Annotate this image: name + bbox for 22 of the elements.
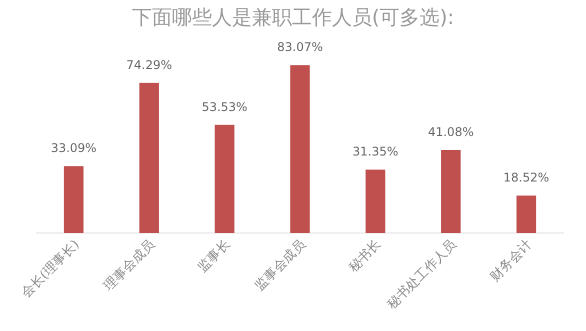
x-tick-label: 会长(理事长) [18,237,83,301]
chart-title: 下面哪些人是兼职工作人员(可多选): [132,5,454,29]
bar [366,170,386,233]
x-tick-label: 秘书长 [346,237,384,276]
bar [516,196,536,233]
x-tick-label: 理事会成员 [101,237,158,294]
data-label: 83.07% [277,40,323,54]
x-tick-label: 监事会成员 [252,237,309,294]
bar [290,65,310,233]
x-tick-label: 秘书处工作人员 [384,237,460,312]
x-tick-label: 监事长 [195,237,234,276]
data-label: 33.09% [50,141,97,156]
bar [64,166,84,233]
x-tick-label: 财务会计 [488,237,536,285]
bar [139,82,159,233]
data-label: 53.53% [202,100,248,114]
data-label: 18.52% [503,170,550,185]
bar [214,124,234,233]
data-label: 74.29% [126,58,172,72]
data-label: 41.08% [428,124,474,139]
data-label: 31.35% [352,144,398,159]
bar [441,150,461,233]
